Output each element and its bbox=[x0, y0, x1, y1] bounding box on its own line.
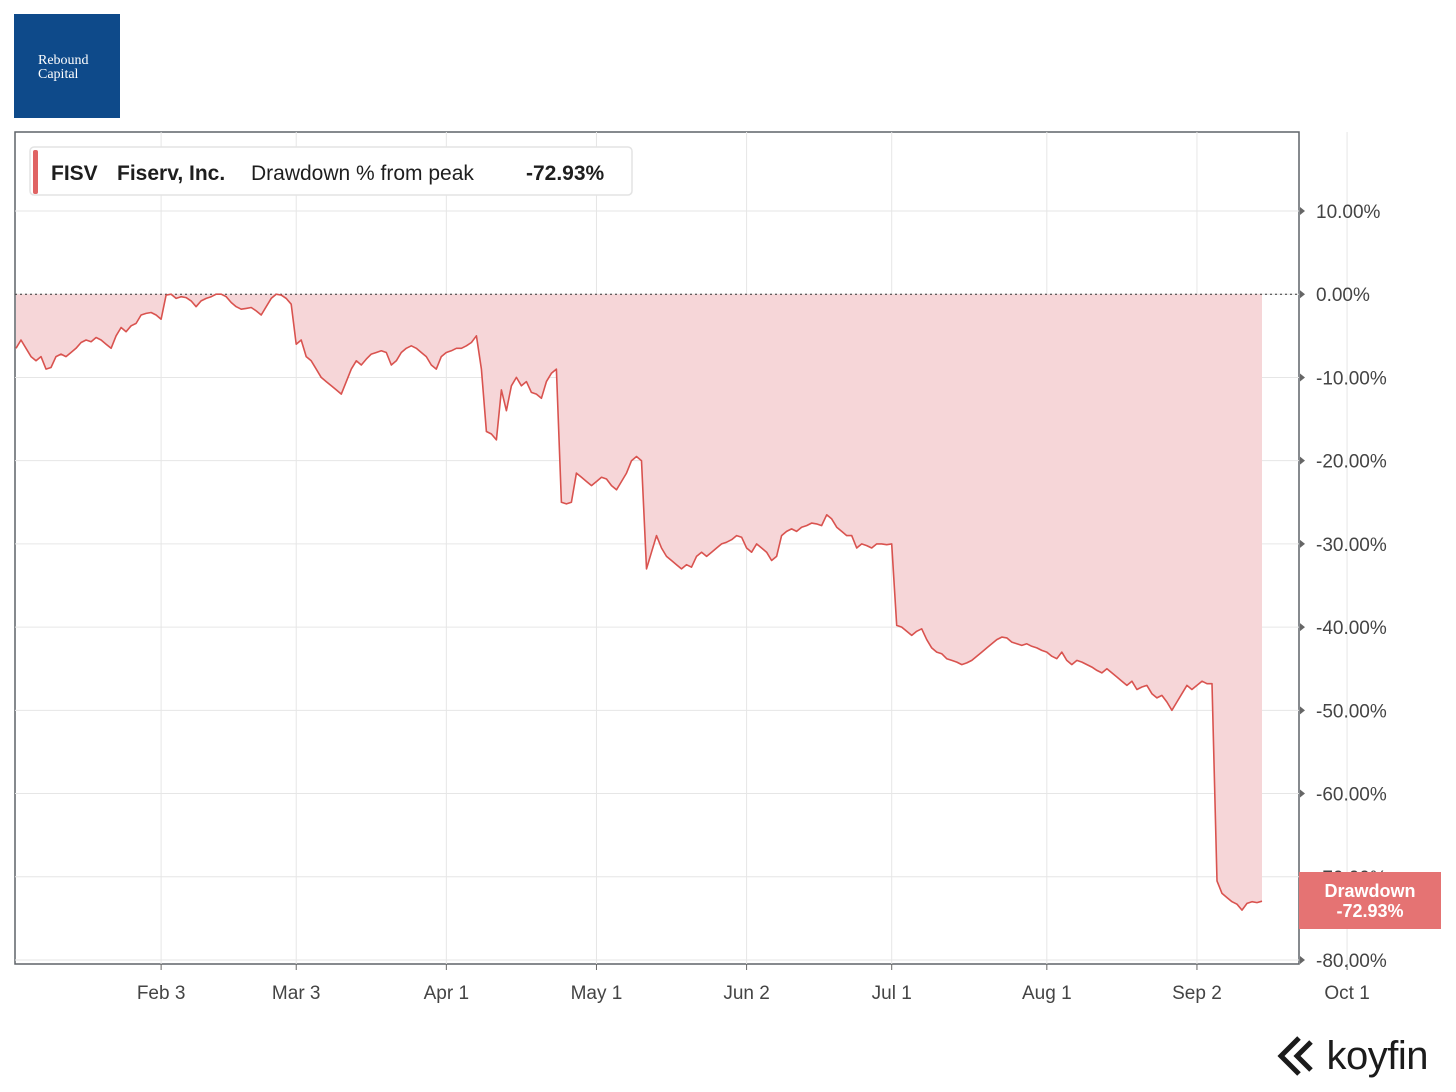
koyfin-watermark: koyfin bbox=[1276, 1034, 1429, 1078]
y-tick-mark bbox=[1300, 539, 1305, 548]
badge-label: Drawdown bbox=[1324, 881, 1415, 901]
y-tick-mark bbox=[1300, 789, 1305, 798]
y-tick-mark bbox=[1300, 623, 1305, 632]
y-tick-label: -30.00% bbox=[1316, 535, 1387, 556]
y-tick-mark bbox=[1300, 207, 1305, 215]
x-tick-label: Apr 1 bbox=[424, 983, 469, 1004]
legend-ticker: FISV bbox=[51, 162, 98, 185]
y-tick-label: -20.00% bbox=[1316, 452, 1387, 473]
x-tick-label: Oct 1 bbox=[1324, 983, 1369, 1004]
y-tick-label: 0.00% bbox=[1316, 285, 1370, 306]
brand-logo: Rebound Capital bbox=[14, 14, 120, 118]
drawdown-line bbox=[15, 293, 1263, 911]
legend-value: -72.93% bbox=[526, 162, 605, 185]
y-tick-mark bbox=[1300, 956, 1305, 964]
y-tick-label: -80.00% bbox=[1316, 951, 1387, 972]
legend-color-bar bbox=[33, 150, 38, 194]
x-tick-label: May 1 bbox=[571, 983, 623, 1004]
x-tick-label: Feb 3 bbox=[137, 983, 186, 1004]
y-tick-label: -10.00% bbox=[1316, 368, 1387, 389]
y-tick-label: -40.00% bbox=[1316, 618, 1387, 639]
koyfin-wordmark: koyfin bbox=[1326, 1034, 1429, 1078]
y-tick-label: -60.00% bbox=[1316, 785, 1387, 806]
x-tick-label: Mar 3 bbox=[272, 983, 321, 1004]
y-tick-label: 10.00% bbox=[1316, 202, 1381, 223]
y-tick-mark bbox=[1300, 706, 1305, 715]
drawdown-area bbox=[16, 294, 1262, 911]
x-tick-label: Jul 1 bbox=[872, 983, 912, 1004]
y-tick-label: -50.00% bbox=[1316, 701, 1387, 722]
plot-frame bbox=[14, 131, 1300, 965]
y-tick-mark bbox=[1300, 290, 1305, 299]
last-value-badge: Drawdown -72.93% bbox=[1299, 872, 1441, 929]
legend-box: FISV Fiserv, Inc. Drawdown % from peak -… bbox=[29, 146, 633, 196]
legend-company: Fiserv, Inc. bbox=[117, 162, 225, 185]
y-tick-mark bbox=[1300, 373, 1305, 382]
x-tick-label: Jun 2 bbox=[723, 983, 769, 1004]
y-tick-mark bbox=[1300, 456, 1305, 465]
logo-line-2: Capital bbox=[38, 67, 79, 82]
legend-metric: Drawdown % from peak bbox=[251, 162, 474, 185]
badge-value: -72.93% bbox=[1336, 901, 1403, 921]
koyfin-logo-icon bbox=[1276, 1036, 1313, 1076]
logo-line-1: Rebound bbox=[38, 53, 89, 68]
x-tick-label: Aug 1 bbox=[1022, 983, 1072, 1004]
x-tick-label: Sep 2 bbox=[1172, 983, 1222, 1004]
